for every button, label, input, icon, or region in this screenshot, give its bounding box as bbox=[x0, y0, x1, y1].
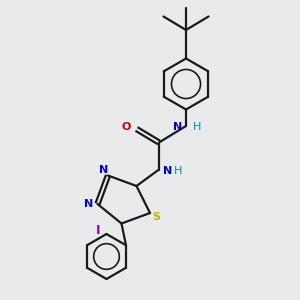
Text: O: O bbox=[122, 122, 131, 132]
Text: N: N bbox=[85, 199, 94, 209]
Text: H: H bbox=[174, 166, 182, 176]
Text: N: N bbox=[163, 166, 172, 176]
Text: H: H bbox=[193, 122, 201, 133]
Text: N: N bbox=[173, 122, 182, 133]
Text: N: N bbox=[99, 165, 108, 175]
Text: S: S bbox=[152, 212, 160, 223]
Text: I: I bbox=[96, 224, 100, 238]
